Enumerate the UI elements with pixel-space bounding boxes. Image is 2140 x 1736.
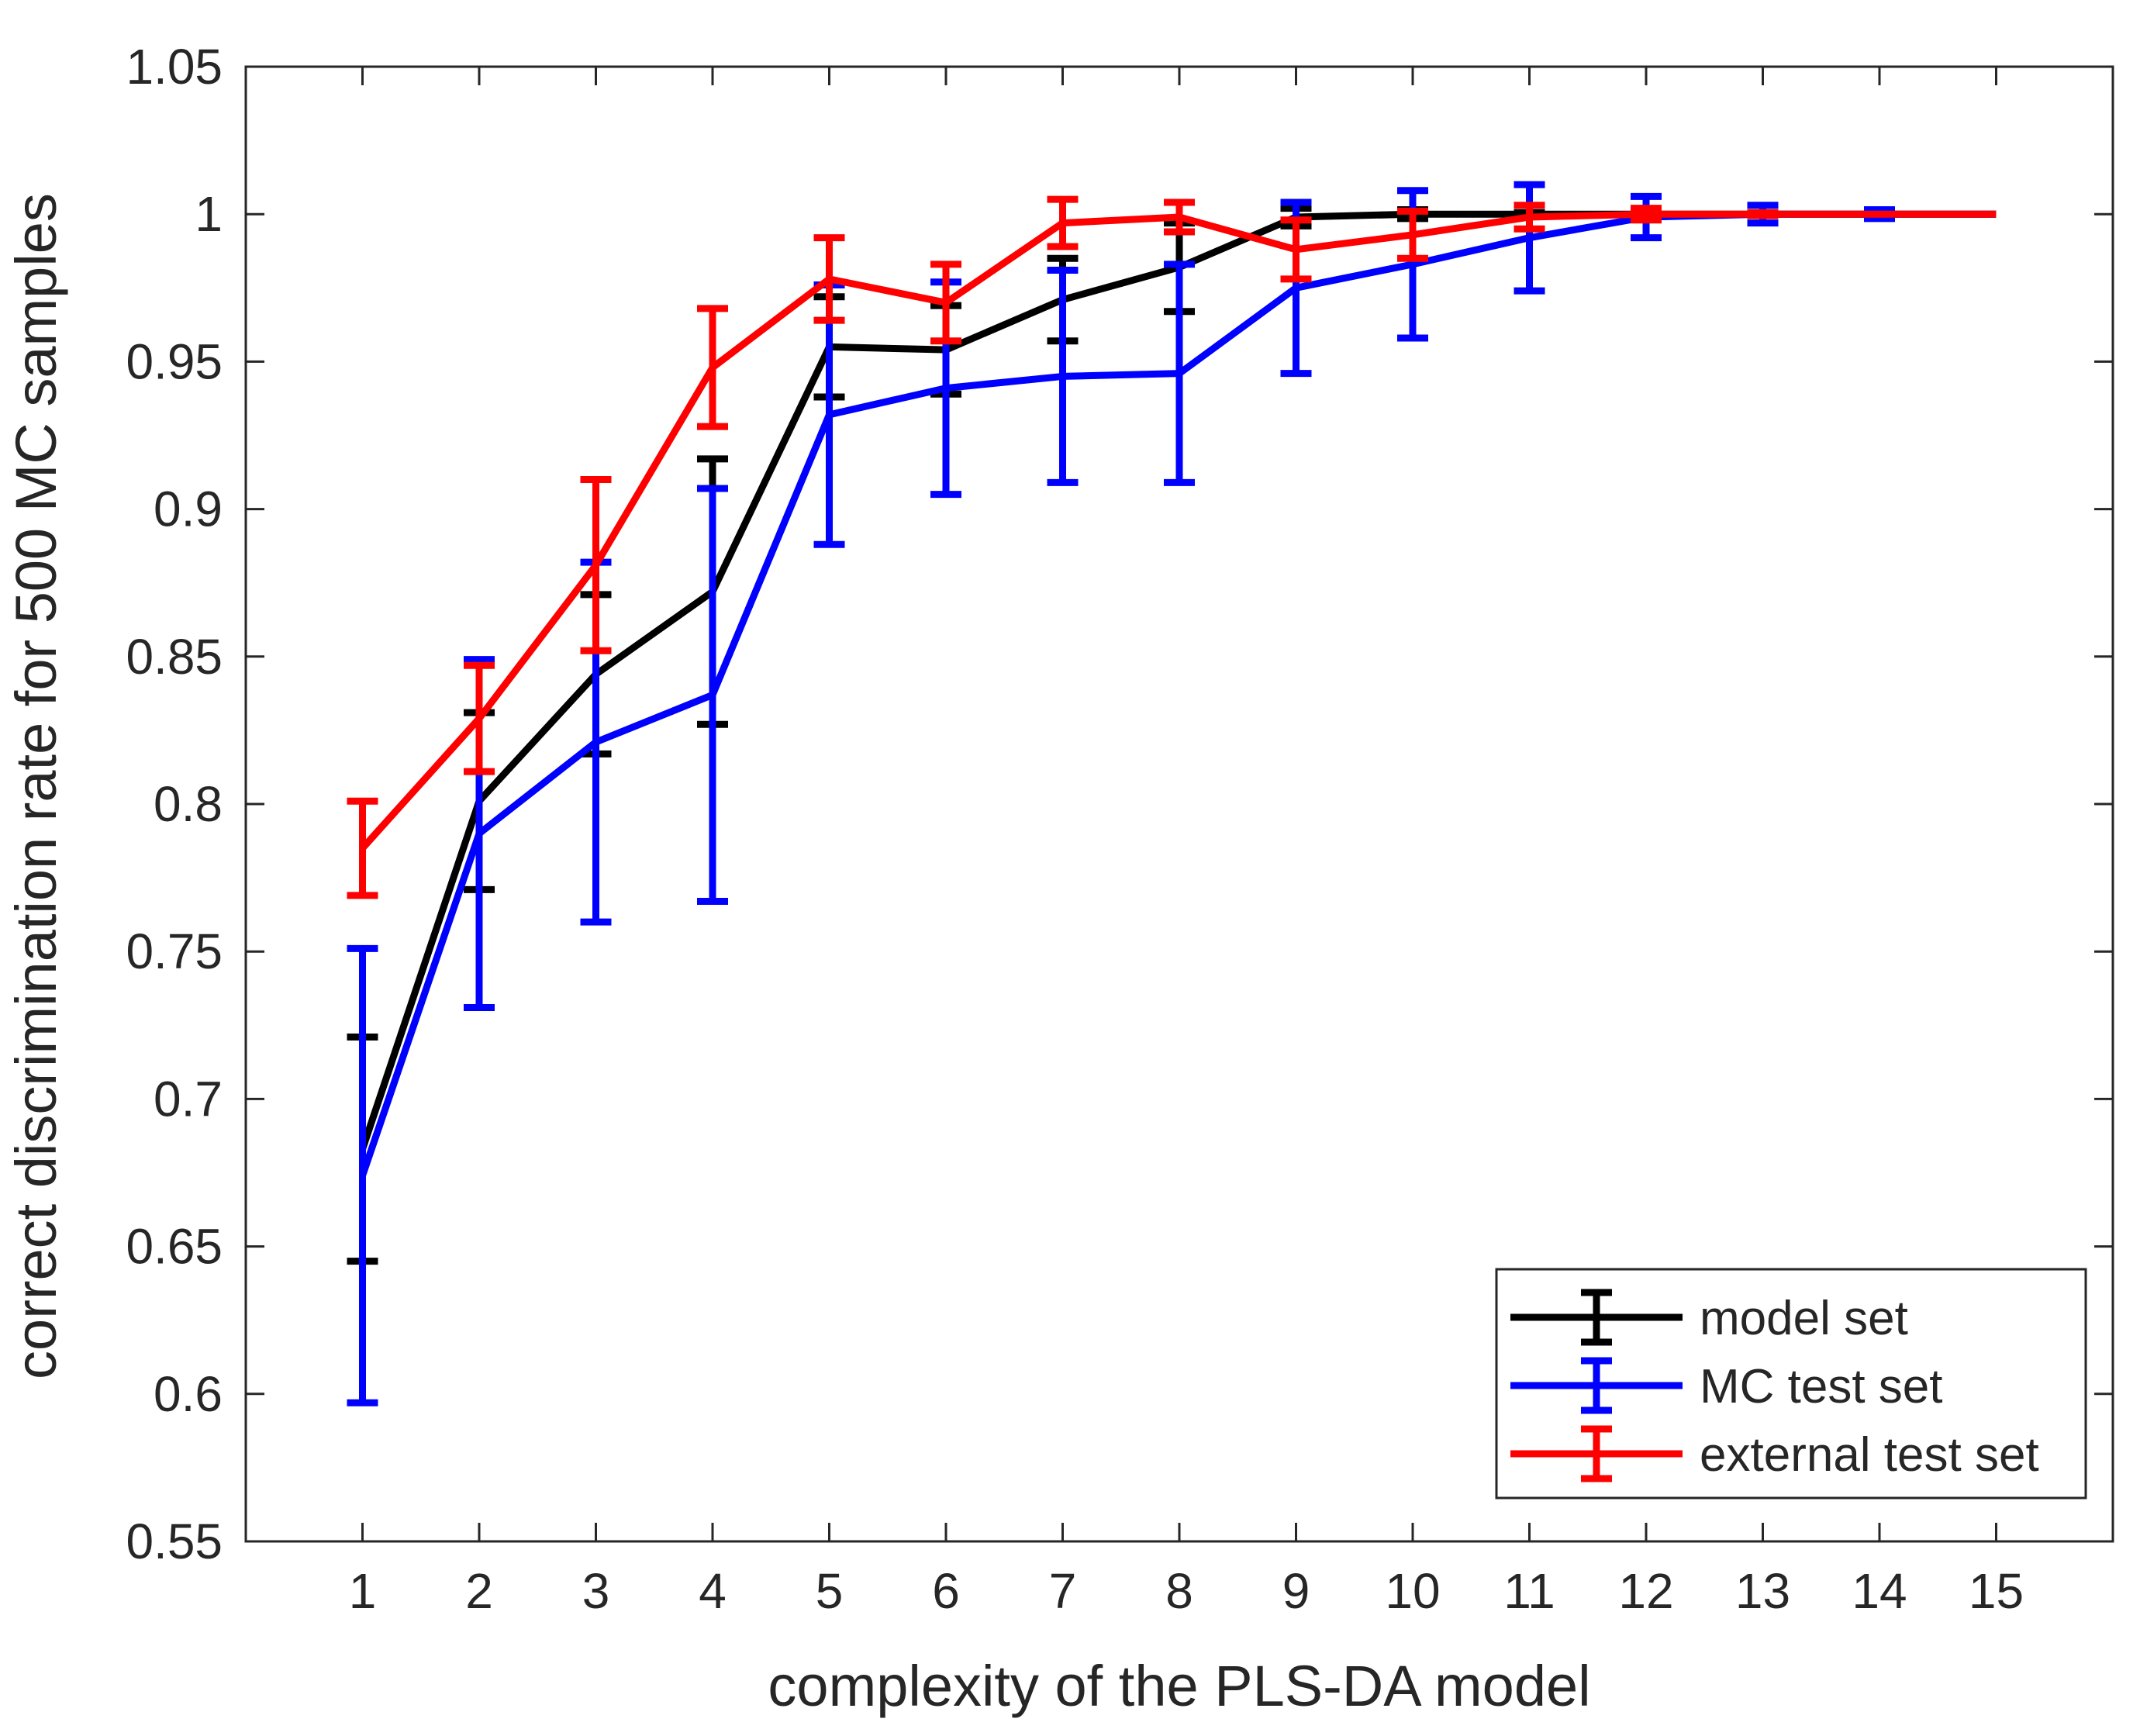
y-tick-label: 0.7 (154, 1071, 223, 1127)
y-tick-label: 0.9 (154, 481, 223, 537)
x-tick-label: 8 (1165, 1563, 1193, 1619)
y-tick-label: 1 (195, 186, 223, 242)
x-tick-label: 6 (932, 1563, 960, 1619)
x-tick-label: 11 (1503, 1563, 1555, 1619)
y-tick-label: 0.55 (126, 1513, 223, 1569)
series-line (360, 210, 1997, 851)
y-tick-label: 0.6 (154, 1366, 223, 1422)
y-tick-label: 0.75 (126, 923, 223, 979)
x-tick-label: 14 (1852, 1563, 1907, 1619)
x-tick-label: 4 (699, 1563, 727, 1619)
legend-label: model set (1700, 1292, 1908, 1345)
x-axis-label: complexity of the PLS-DA model (768, 1654, 1590, 1718)
x-tick-label: 13 (1735, 1563, 1790, 1619)
y-tick-label: 0.8 (154, 776, 223, 832)
y-tick-label: 0.65 (126, 1219, 223, 1275)
x-tick-label: 9 (1282, 1563, 1310, 1619)
legend-entry: model set (1510, 1289, 1908, 1346)
y-tick-label: 0.85 (126, 629, 223, 685)
x-tick-label: 5 (816, 1563, 844, 1619)
y-axis-label: correct discrimination rate for 500 MC s… (4, 193, 68, 1379)
series-external-test-set (347, 195, 1997, 899)
x-tick-label: 3 (582, 1563, 610, 1619)
y-tick-label: 0.95 (126, 333, 223, 389)
x-tick-label: 7 (1049, 1563, 1077, 1619)
legend-label: external test set (1700, 1428, 2039, 1482)
legend-entry: MC test set (1510, 1357, 1943, 1414)
legend-label: MC test set (1700, 1360, 1943, 1413)
y-tick-label: 1.05 (126, 39, 223, 95)
x-tick-label: 1 (349, 1563, 377, 1619)
x-tick-label: 15 (1969, 1563, 2024, 1619)
x-tick-label: 2 (465, 1563, 493, 1619)
legend-entry: external test set (1510, 1425, 2039, 1482)
x-tick-label: 12 (1618, 1563, 1673, 1619)
x-tick-label: 10 (1385, 1563, 1440, 1619)
